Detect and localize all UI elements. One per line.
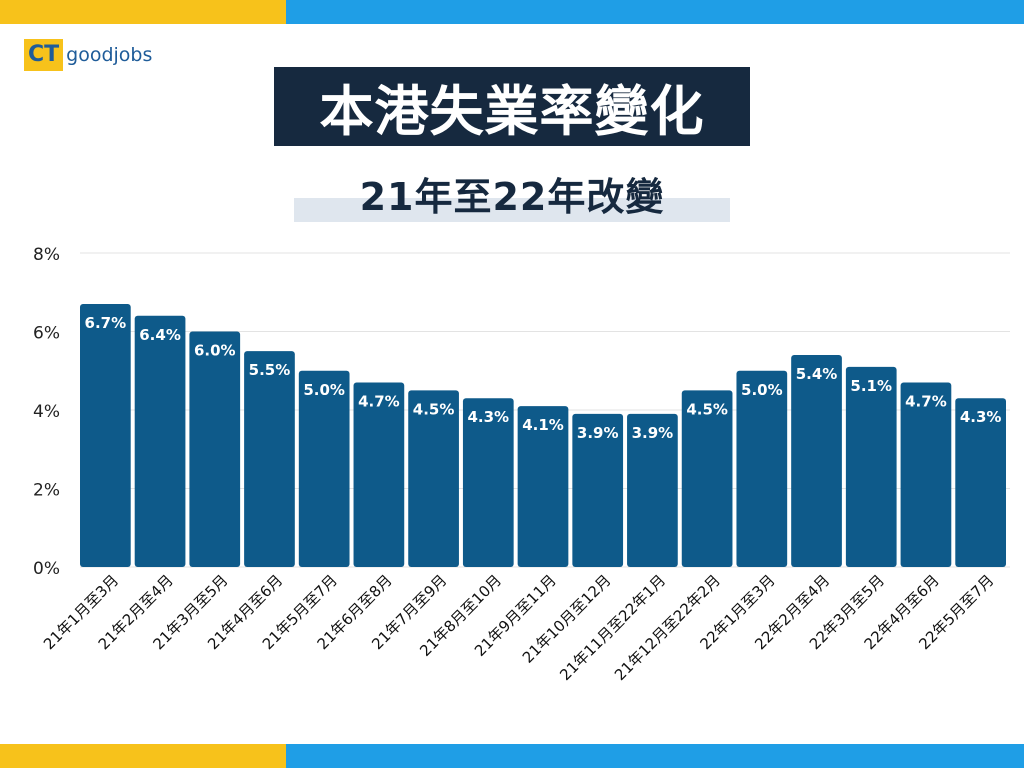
bar [462,398,514,567]
bar [736,370,788,567]
y-tick-label: 0% [33,559,60,579]
bar-value-label: 4.1% [522,416,564,434]
bar [517,406,569,567]
bottom-color-bar [0,744,1024,768]
bar-value-label: 3.9% [632,424,674,442]
bar [681,390,733,567]
bar [572,413,624,567]
bar-value-label: 5.4% [796,365,838,383]
logo-ct-mark: CT [24,39,64,71]
x-category-label: 21年11月至22年1月 [556,571,669,684]
bar [627,413,678,567]
bar [189,331,241,567]
bar-value-label: 3.9% [577,424,619,442]
bar [845,366,897,567]
bar-value-label: 4.5% [413,400,455,418]
unemployment-bar-chart: 0%2%4%6%8%6.7%21年1月至3月6.4%21年2月至4月6.0%21… [33,245,1010,684]
x-category-label: 21年12月至22年2月 [611,571,724,684]
y-tick-label: 8% [33,245,60,265]
bar-value-label: 5.0% [303,381,345,399]
bottom-bar-blue [286,744,1024,768]
logo-wordmark: goodjobs [66,44,153,66]
page-title: 本港失業率變化 [274,67,750,146]
goodjobs-logo: CT goodjobs [24,38,152,72]
page-subtitle: 21年至22年改變 [359,174,665,219]
y-tick-label: 6% [33,324,60,344]
bar-value-label: 6.7% [85,314,127,332]
bar [955,398,1006,567]
subtitle-highlight [294,198,730,222]
bar [791,355,842,567]
bar [80,304,131,567]
bar [298,370,350,567]
bar [134,315,186,567]
bar [900,382,952,567]
bar [353,382,405,567]
bar-value-label: 4.7% [358,393,400,411]
top-bar-yellow [0,0,286,24]
bar-value-label: 6.0% [194,342,236,360]
y-tick-label: 4% [33,402,60,422]
bar-value-label: 6.4% [139,326,181,344]
top-bar-blue [286,0,1024,24]
bar-value-label: 4.3% [467,408,509,426]
y-tick-label: 2% [33,481,60,501]
bar-value-label: 4.5% [686,400,728,418]
bar [408,390,459,567]
bar-value-label: 4.7% [905,393,947,411]
bar-value-label: 5.1% [850,377,892,395]
bottom-bar-yellow [0,744,286,768]
bar-value-label: 5.5% [249,361,291,379]
top-color-bar [0,0,1024,24]
bar-value-label: 5.0% [741,381,783,399]
bar [244,351,295,567]
bar-value-label: 4.3% [960,408,1002,426]
